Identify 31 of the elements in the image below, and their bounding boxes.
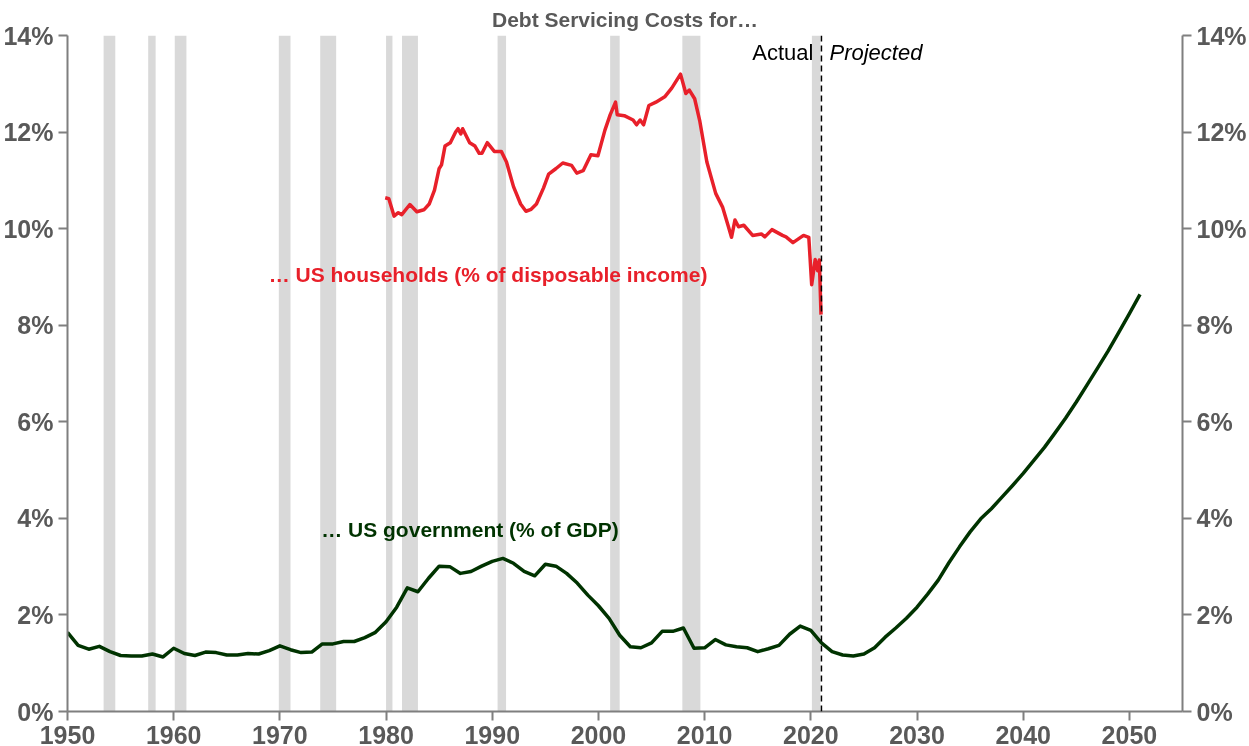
y2-tick-label: 8% [1196,311,1233,340]
y-tick-label: 12% [3,118,54,147]
y-tick-label: 14% [3,21,54,50]
x-tick-label: 2050 [1101,720,1158,746]
x-tick-label: 1990 [464,720,521,746]
chart-title: Debt Servicing Costs for… [491,7,759,31]
x-tick-label: 1980 [358,720,414,746]
annotation: Actual [752,39,814,65]
x-tick-label: 2030 [889,720,945,746]
line-series [67,292,1142,659]
x-tick-label: 2020 [783,720,839,746]
y-tick-label: 6% [17,407,54,436]
x-tick-label: 2040 [995,720,1052,746]
y2-tick-label: 10% [1196,214,1247,243]
y-tick-label: 2% [17,600,54,629]
x-tick-label: 1970 [252,720,308,746]
annotation: Projected [829,39,924,65]
x-tick-label: 2010 [676,720,733,746]
x-tick-label: 1960 [145,720,202,746]
y2-tick-label: 4% [1196,504,1233,533]
y2-tick-label: 2% [1196,600,1233,629]
series-label: … US government (% of GDP) [321,517,619,541]
x-tick-label: 2000 [570,720,627,746]
y-tick-label: 4% [17,504,54,533]
y-tick-label: 10% [3,214,54,243]
y2-tick-label: 6% [1196,407,1233,436]
series-label: … US households (% of disposable income) [268,263,708,287]
y2-tick-label: 0% [1196,697,1233,726]
y-tick-label: 8% [17,311,54,340]
y2-tick-label: 12% [1196,118,1247,147]
y2-tick-label: 14% [1196,21,1247,50]
